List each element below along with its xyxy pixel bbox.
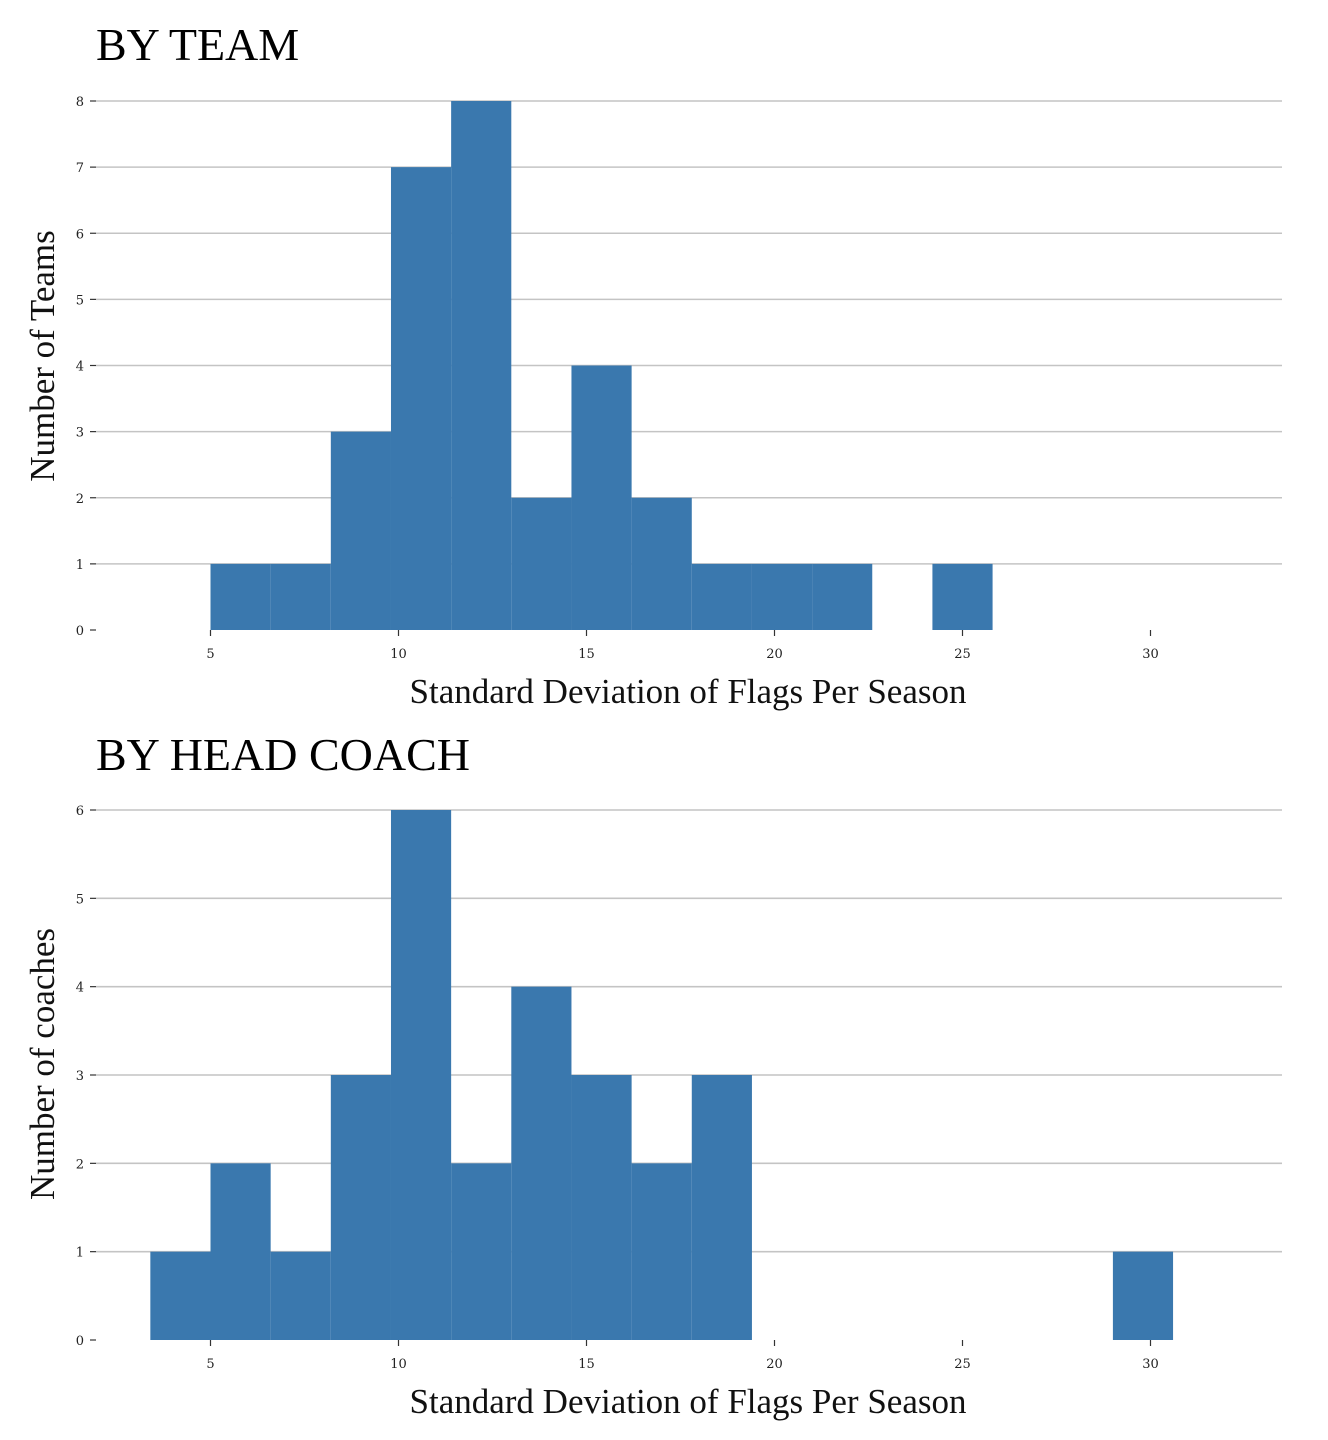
chart-title-by-team: BY TEAM	[96, 19, 300, 70]
histogram-bar	[751, 563, 813, 630]
y-tick-label: 2	[76, 492, 84, 507]
y-tick-label: 8	[76, 95, 84, 110]
x-tick-label: 30	[1142, 1357, 1159, 1372]
x-tick-label: 20	[766, 1357, 783, 1372]
histogram-bar	[511, 986, 572, 1340]
histogram-bar	[330, 1075, 391, 1340]
chart-title-by-head-coach: BY HEAD COACH	[96, 729, 470, 780]
histogram-bar	[812, 563, 873, 630]
x-tick-label: 25	[954, 647, 971, 662]
histogram-bar	[451, 1163, 512, 1340]
y-tick-label: 5	[76, 293, 84, 308]
y-axis-label: Number of coaches	[23, 928, 62, 1200]
y-tick-label: 5	[76, 892, 84, 907]
x-tick-label: 20	[766, 647, 783, 662]
x-tick-label: 10	[390, 647, 407, 662]
y-tick-label: 0	[76, 624, 84, 639]
histogram-bar	[571, 365, 632, 630]
x-axis-label: Standard Deviation of Flags Per Season	[410, 1382, 967, 1421]
histogram-bar	[691, 1075, 752, 1340]
chart-by-head-coach: 0 1 2 3 4 5 6 5 10 15 20 25 30 Standard Deviation of …	[23, 804, 1282, 1421]
histogram-bar	[390, 167, 452, 630]
histogram-bar	[1112, 1251, 1174, 1340]
histogram-bar	[210, 563, 271, 630]
histogram-bar	[330, 431, 391, 630]
histogram-bar	[390, 810, 452, 1340]
histogram-bar	[932, 563, 993, 630]
histogram-bar	[270, 563, 331, 630]
x-tick-label: 10	[390, 1357, 407, 1372]
y-tick-label: 2	[76, 1157, 84, 1172]
histogram-bar	[451, 101, 512, 630]
y-tick-label: 4	[76, 981, 84, 996]
y-tick-label: 6	[76, 804, 84, 819]
histogram-bar	[631, 1163, 692, 1340]
histogram-bar	[511, 497, 572, 630]
histogram-bar	[270, 1251, 331, 1340]
x-axis-label: Standard Deviation of Flags Per Season	[410, 672, 967, 711]
y-tick-label: 4	[76, 360, 84, 375]
y-axis-label: Number of Teams	[23, 230, 62, 482]
x-tick-label: 5	[206, 647, 214, 662]
y-tick-label: 6	[76, 227, 84, 242]
y-tick-label: 3	[76, 426, 84, 441]
histogram-bar	[631, 497, 692, 630]
y-tick-label: 1	[76, 558, 84, 573]
y-tick-label: 1	[76, 1246, 84, 1261]
x-tick-label: 30	[1142, 647, 1159, 662]
x-tick-label: 15	[578, 647, 595, 662]
histogram-bar	[691, 563, 752, 630]
y-tick-label: 7	[76, 161, 84, 176]
x-tick-label: 25	[954, 1357, 971, 1372]
histogram-bar	[210, 1163, 271, 1340]
chart-by-team: 0 1 2 3 4 5 6 7 8 5 10 15 20 25 30 Standard Deviation o…	[23, 95, 1282, 711]
y-tick-label: 0	[76, 1334, 84, 1349]
histogram-bar	[571, 1075, 632, 1340]
histogram-bar	[150, 1251, 211, 1340]
x-tick-label: 5	[206, 1357, 214, 1372]
y-tick-label: 3	[76, 1069, 84, 1084]
x-tick-label: 15	[578, 1357, 595, 1372]
